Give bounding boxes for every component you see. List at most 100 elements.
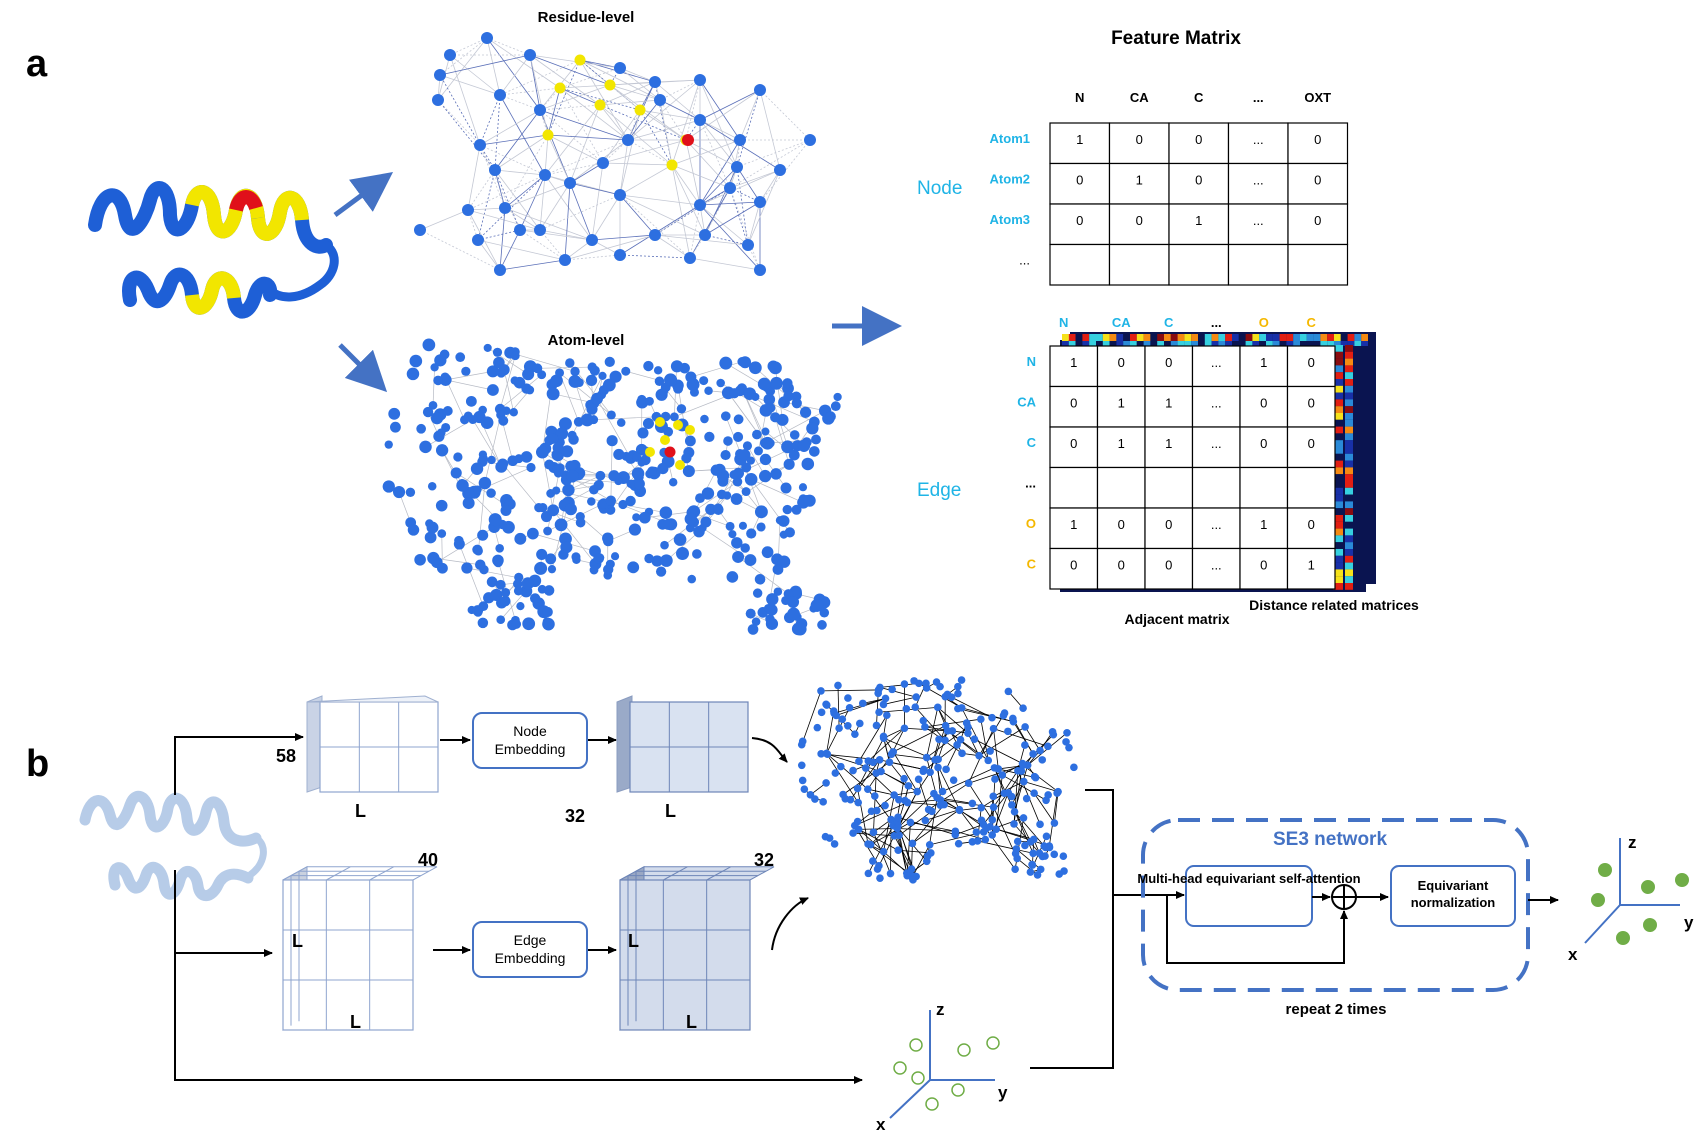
edge-matrix-cell: 0: [1260, 558, 1267, 573]
node-matrix-cell: ...: [1253, 213, 1264, 228]
se3-network-block: SE3 network Multi-head equivariant self-…: [1137, 818, 1530, 992]
edge-adjacent-matrix: N CA C... O C N 1 0 0... 1 0 CA 0 1 1... 0 0 C 0 1 1... 0 0...…: [1017, 315, 1336, 590]
node-matrix-cell: 0: [1076, 213, 1083, 228]
edge-output-length-bottom: L: [686, 1012, 697, 1032]
edge-matrix-cell: 1: [1260, 517, 1267, 532]
node-matrix-column-header: CA: [1130, 90, 1149, 105]
node-output-length: L: [665, 801, 676, 821]
curved-arrow-node-to-graph: [751, 737, 788, 763]
input-connector-lines: [174, 733, 863, 1084]
edge-matrix-cell: 1: [1165, 436, 1172, 451]
edge-matrix-cell: ...: [1211, 396, 1222, 411]
edge-matrix-cell: 0: [1070, 396, 1077, 411]
node-matrix-cell: 0: [1195, 173, 1202, 188]
node-matrix-cell: 0: [1314, 213, 1321, 228]
edge-matrix-cell: ...: [1211, 436, 1222, 451]
edge-matrix-column-header: N: [1059, 315, 1068, 330]
edge-matrix-cell: 0: [1165, 517, 1172, 532]
repeat-label: repeat 2 times: [1286, 1001, 1387, 1018]
node-input-dim: 58: [276, 746, 296, 766]
edge-matrix-cell: 0: [1118, 355, 1125, 370]
edge-matrix-row-label: O: [1026, 516, 1036, 531]
node-matrix-cell: ...: [1253, 173, 1264, 188]
edge-matrix-cell: 1: [1260, 355, 1267, 370]
node-matrix-column-header: C: [1194, 90, 1204, 105]
node-matrix-row-label: Atom1: [990, 131, 1030, 146]
node-matrix-cell: 0: [1314, 132, 1321, 147]
node-matrix-cell: 0: [1076, 173, 1083, 188]
edge-matrix-cell: 0: [1118, 517, 1125, 532]
edge-matrix-row-label: C: [1027, 557, 1037, 572]
arrow-to-residue-graph: [333, 172, 394, 218]
node-matrix-column-header: OXT: [1304, 90, 1331, 105]
curved-arrow-edge-to-graph: [771, 897, 809, 951]
node-embedding-box: Node Embedding: [472, 712, 588, 769]
node-matrix-cell: 0: [1136, 213, 1143, 228]
edge-matrix-column-header: C: [1307, 315, 1317, 330]
edge-input-tensor: [282, 865, 438, 1031]
node-matrix-row-label: ...: [1019, 253, 1030, 268]
se3-title: SE3 network: [1273, 829, 1387, 850]
node-matrix-row-label: Atom2: [990, 172, 1030, 187]
residue-level-title: Residue-level: [538, 9, 635, 26]
edge-matrix-cell: ...: [1211, 517, 1222, 532]
protein-ribbon-faded: [79, 790, 267, 902]
embedded-atom-graph: [797, 676, 1078, 884]
edge-matrix-cell: 1: [1118, 396, 1125, 411]
node-matrix-cell: ...: [1253, 132, 1264, 147]
edge-matrix-row-label: C: [1027, 435, 1037, 450]
edge-matrix-cell: ...: [1211, 558, 1222, 573]
edge-matrix-column-header: ...: [1211, 315, 1222, 330]
node-embedded-tensor: [616, 695, 749, 793]
input-axis-y: y: [998, 1083, 1008, 1102]
node-matrix-cell: 1: [1076, 132, 1083, 147]
edge-matrix-cell: 0: [1165, 558, 1172, 573]
edge-input-dim: 40: [418, 850, 438, 870]
edge-label: Edge: [917, 480, 961, 501]
edge-input-length-bottom: L: [350, 1012, 361, 1032]
protein-ribbon-illustration: [88, 181, 339, 319]
output-axis-x: x: [1568, 945, 1578, 964]
edge-matrix-cell: ...: [1211, 355, 1222, 370]
node-input-tensor: [306, 695, 439, 793]
edge-output-length-side: L: [628, 931, 639, 951]
edge-embedded-tensor: [619, 865, 775, 1031]
edge-matrix-cell: 0: [1118, 558, 1125, 573]
edge-matrix-cell: 0: [1070, 558, 1077, 573]
arrow-to-atom-graph: [338, 343, 388, 393]
input-axis-x: x: [876, 1115, 886, 1134]
svg-text:Multi-head equivariant self-at: Multi-head equivariant self-attention: [1137, 871, 1360, 886]
edge-output-dim: 32: [754, 850, 774, 870]
edge-matrix-column-header: C: [1164, 315, 1174, 330]
node-matrix-row-label: Atom3: [990, 212, 1030, 227]
node-feature-matrix: N CA C... OXT Atom1 1 0 0... 0 Atom2 0 1 0... 0 Atom3 0…: [990, 90, 1349, 286]
edge-matrix-cell: 1: [1070, 517, 1077, 532]
input-axis-z: z: [936, 1000, 945, 1019]
edge-matrix-column-header: CA: [1112, 315, 1131, 330]
feature-matrix-title: Feature Matrix: [1111, 28, 1241, 49]
atom-level-graph: [382, 338, 842, 636]
edge-matrix-cell: 0: [1308, 355, 1315, 370]
distance-matrices-caption: Distance related matrices: [1249, 597, 1419, 613]
edge-matrix-row-label: ...: [1025, 476, 1036, 491]
input-coordinates-axes: z y x: [876, 1000, 1008, 1134]
edge-matrix-cell: 0: [1165, 355, 1172, 370]
edge-matrix-cell: 0: [1260, 396, 1267, 411]
node-output-dim: 32: [565, 806, 585, 826]
edge-matrix-cell: 1: [1070, 355, 1077, 370]
edge-matrix-row-label: N: [1027, 354, 1036, 369]
edge-matrix-cell: 1: [1308, 558, 1315, 573]
residue-level-graph: [414, 32, 816, 276]
se3-input-connectors: [1030, 789, 1185, 1069]
edge-matrix-cell: 0: [1308, 396, 1315, 411]
node-matrix-cell: 1: [1136, 173, 1143, 188]
panel-a-label: a: [26, 43, 48, 85]
node-matrix-column-header: N: [1075, 90, 1084, 105]
edge-matrix-cell: 1: [1118, 436, 1125, 451]
atom-level-title: Atom-level: [548, 332, 625, 349]
node-label: Node: [917, 178, 962, 199]
node-matrix-cell: 0: [1195, 132, 1202, 147]
